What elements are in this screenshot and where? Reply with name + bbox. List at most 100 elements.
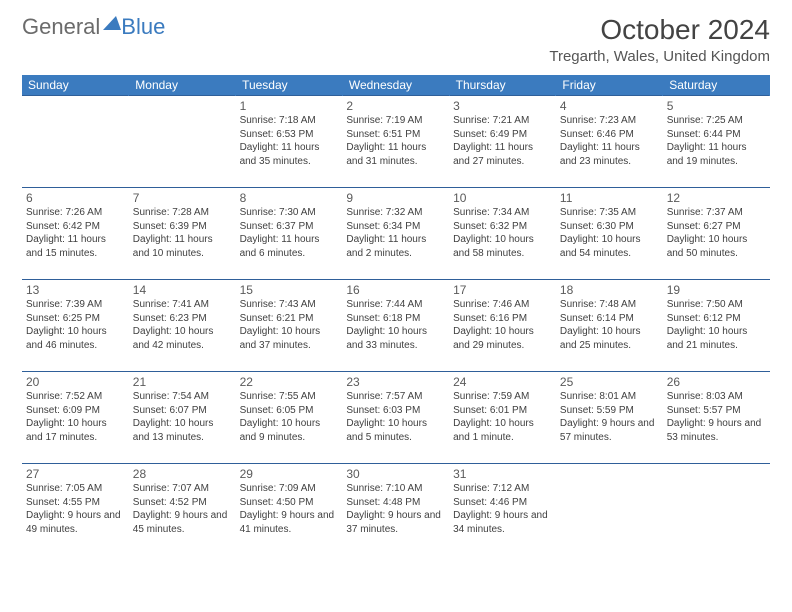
calendar-cell: 23Sunrise: 7:57 AMSunset: 6:03 PMDayligh… [342,372,449,464]
calendar-cell: 6Sunrise: 7:26 AMSunset: 6:42 PMDaylight… [22,188,129,280]
day-details: Sunrise: 7:54 AMSunset: 6:07 PMDaylight:… [133,390,232,444]
calendar-cell: 13Sunrise: 7:39 AMSunset: 6:25 PMDayligh… [22,280,129,372]
calendar-cell: 18Sunrise: 7:48 AMSunset: 6:14 PMDayligh… [556,280,663,372]
calendar-week-row: 6Sunrise: 7:26 AMSunset: 6:42 PMDaylight… [22,188,770,280]
day-number: 10 [453,191,552,205]
day-details: Sunrise: 7:43 AMSunset: 6:21 PMDaylight:… [240,298,339,352]
day-details: Sunrise: 7:23 AMSunset: 6:46 PMDaylight:… [560,114,659,168]
calendar-cell: 19Sunrise: 7:50 AMSunset: 6:12 PMDayligh… [663,280,770,372]
day-number: 25 [560,375,659,389]
day-details: Sunrise: 7:52 AMSunset: 6:09 PMDaylight:… [26,390,125,444]
day-number: 26 [667,375,766,389]
brand-text-1: General [22,14,100,40]
day-details: Sunrise: 7:41 AMSunset: 6:23 PMDaylight:… [133,298,232,352]
calendar-cell: 31Sunrise: 7:12 AMSunset: 4:46 PMDayligh… [449,464,556,556]
day-details: Sunrise: 8:01 AMSunset: 5:59 PMDaylight:… [560,390,659,444]
day-details: Sunrise: 7:35 AMSunset: 6:30 PMDaylight:… [560,206,659,260]
day-details: Sunrise: 8:03 AMSunset: 5:57 PMDaylight:… [667,390,766,444]
day-number: 23 [346,375,445,389]
calendar-cell: 28Sunrise: 7:07 AMSunset: 4:52 PMDayligh… [129,464,236,556]
weekday-header: Thursday [449,75,556,96]
day-details: Sunrise: 7:19 AMSunset: 6:51 PMDaylight:… [346,114,445,168]
day-number: 27 [26,467,125,481]
calendar-cell [556,464,663,556]
day-number: 29 [240,467,339,481]
day-number: 1 [240,99,339,113]
day-number: 7 [133,191,232,205]
day-details: Sunrise: 7:28 AMSunset: 6:39 PMDaylight:… [133,206,232,260]
calendar-cell [22,96,129,188]
calendar-table: SundayMondayTuesdayWednesdayThursdayFrid… [22,75,770,556]
day-number: 8 [240,191,339,205]
calendar-cell: 29Sunrise: 7:09 AMSunset: 4:50 PMDayligh… [236,464,343,556]
weekday-header: Monday [129,75,236,96]
weekday-header: Sunday [22,75,129,96]
day-number: 2 [346,99,445,113]
calendar-cell: 14Sunrise: 7:41 AMSunset: 6:23 PMDayligh… [129,280,236,372]
day-number: 28 [133,467,232,481]
day-number: 3 [453,99,552,113]
day-number: 13 [26,283,125,297]
day-number: 4 [560,99,659,113]
weekday-header: Wednesday [342,75,449,96]
calendar-cell: 20Sunrise: 7:52 AMSunset: 6:09 PMDayligh… [22,372,129,464]
calendar-cell: 4Sunrise: 7:23 AMSunset: 6:46 PMDaylight… [556,96,663,188]
month-title: October 2024 [549,14,770,46]
calendar-week-row: 27Sunrise: 7:05 AMSunset: 4:55 PMDayligh… [22,464,770,556]
day-details: Sunrise: 7:46 AMSunset: 6:16 PMDaylight:… [453,298,552,352]
calendar-cell [663,464,770,556]
calendar-cell: 25Sunrise: 8:01 AMSunset: 5:59 PMDayligh… [556,372,663,464]
day-details: Sunrise: 7:07 AMSunset: 4:52 PMDaylight:… [133,482,232,536]
weekday-header: Tuesday [236,75,343,96]
day-number: 31 [453,467,552,481]
day-details: Sunrise: 7:59 AMSunset: 6:01 PMDaylight:… [453,390,552,444]
location-text: Tregarth, Wales, United Kingdom [549,48,770,65]
calendar-cell: 11Sunrise: 7:35 AMSunset: 6:30 PMDayligh… [556,188,663,280]
day-number: 15 [240,283,339,297]
calendar-cell: 26Sunrise: 8:03 AMSunset: 5:57 PMDayligh… [663,372,770,464]
day-number: 20 [26,375,125,389]
day-number: 5 [667,99,766,113]
calendar-week-row: 1Sunrise: 7:18 AMSunset: 6:53 PMDaylight… [22,96,770,188]
calendar-body: 1Sunrise: 7:18 AMSunset: 6:53 PMDaylight… [22,96,770,556]
day-number: 6 [26,191,125,205]
calendar-week-row: 20Sunrise: 7:52 AMSunset: 6:09 PMDayligh… [22,372,770,464]
calendar-cell: 5Sunrise: 7:25 AMSunset: 6:44 PMDaylight… [663,96,770,188]
calendar-cell: 8Sunrise: 7:30 AMSunset: 6:37 PMDaylight… [236,188,343,280]
day-details: Sunrise: 7:05 AMSunset: 4:55 PMDaylight:… [26,482,125,536]
calendar-cell: 22Sunrise: 7:55 AMSunset: 6:05 PMDayligh… [236,372,343,464]
day-number: 18 [560,283,659,297]
calendar-cell: 9Sunrise: 7:32 AMSunset: 6:34 PMDaylight… [342,188,449,280]
day-details: Sunrise: 7:26 AMSunset: 6:42 PMDaylight:… [26,206,125,260]
day-details: Sunrise: 7:44 AMSunset: 6:18 PMDaylight:… [346,298,445,352]
day-details: Sunrise: 7:10 AMSunset: 4:48 PMDaylight:… [346,482,445,536]
day-details: Sunrise: 7:48 AMSunset: 6:14 PMDaylight:… [560,298,659,352]
day-number: 22 [240,375,339,389]
day-details: Sunrise: 7:32 AMSunset: 6:34 PMDaylight:… [346,206,445,260]
day-number: 16 [346,283,445,297]
calendar-cell: 10Sunrise: 7:34 AMSunset: 6:32 PMDayligh… [449,188,556,280]
day-details: Sunrise: 7:34 AMSunset: 6:32 PMDaylight:… [453,206,552,260]
calendar-cell: 15Sunrise: 7:43 AMSunset: 6:21 PMDayligh… [236,280,343,372]
day-number: 21 [133,375,232,389]
day-details: Sunrise: 7:12 AMSunset: 4:46 PMDaylight:… [453,482,552,536]
brand-triangle-icon [103,10,121,36]
day-details: Sunrise: 7:18 AMSunset: 6:53 PMDaylight:… [240,114,339,168]
calendar-cell: 17Sunrise: 7:46 AMSunset: 6:16 PMDayligh… [449,280,556,372]
calendar-cell: 3Sunrise: 7:21 AMSunset: 6:49 PMDaylight… [449,96,556,188]
calendar-cell: 16Sunrise: 7:44 AMSunset: 6:18 PMDayligh… [342,280,449,372]
day-number: 14 [133,283,232,297]
day-number: 11 [560,191,659,205]
calendar-cell: 12Sunrise: 7:37 AMSunset: 6:27 PMDayligh… [663,188,770,280]
calendar-cell: 24Sunrise: 7:59 AMSunset: 6:01 PMDayligh… [449,372,556,464]
calendar-cell: 7Sunrise: 7:28 AMSunset: 6:39 PMDaylight… [129,188,236,280]
day-details: Sunrise: 7:25 AMSunset: 6:44 PMDaylight:… [667,114,766,168]
day-details: Sunrise: 7:30 AMSunset: 6:37 PMDaylight:… [240,206,339,260]
calendar-cell: 21Sunrise: 7:54 AMSunset: 6:07 PMDayligh… [129,372,236,464]
calendar-cell [129,96,236,188]
calendar-header: SundayMondayTuesdayWednesdayThursdayFrid… [22,75,770,96]
day-number: 24 [453,375,552,389]
brand-logo: General Blue [22,14,165,40]
day-details: Sunrise: 7:55 AMSunset: 6:05 PMDaylight:… [240,390,339,444]
calendar-cell: 27Sunrise: 7:05 AMSunset: 4:55 PMDayligh… [22,464,129,556]
